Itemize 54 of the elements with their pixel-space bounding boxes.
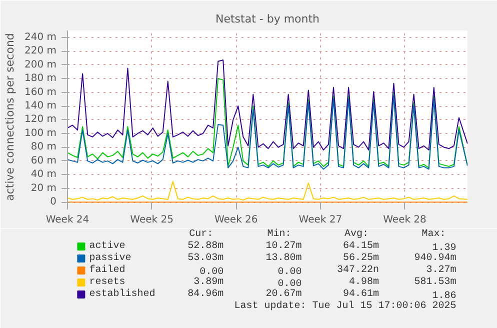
x-tick-label: Week 26 bbox=[214, 214, 258, 226]
y-tick-label: 40 m bbox=[30, 169, 57, 180]
legend-label: established bbox=[89, 288, 156, 300]
line-series bbox=[68, 181, 468, 201]
text: 94.61m bbox=[342, 289, 379, 300]
text: Max: bbox=[422, 229, 446, 240]
text: 10.27m bbox=[266, 241, 302, 252]
y-tick-label: 200 m bbox=[24, 59, 57, 70]
y-tick-label: 220 m bbox=[24, 46, 57, 57]
x-tick-label: Week 28 bbox=[383, 214, 426, 226]
text: 4.98m bbox=[348, 277, 379, 288]
line-series bbox=[68, 60, 468, 150]
x-tick-label: Week 27 bbox=[298, 214, 342, 226]
text: Avg: bbox=[344, 229, 369, 240]
line-series bbox=[68, 95, 468, 170]
y-tick-label: 120 m bbox=[24, 114, 57, 126]
text: 56.25m bbox=[342, 253, 379, 264]
y-tick-label: 80 m bbox=[30, 142, 57, 153]
text: 13.80m bbox=[266, 253, 302, 264]
text: 347.22n bbox=[336, 265, 379, 276]
text: Min: bbox=[267, 228, 292, 240]
text: 0.00 bbox=[278, 267, 302, 278]
legend-label: failed bbox=[89, 264, 126, 276]
legend-label: active bbox=[89, 240, 126, 252]
text: Last update: Tue Jul 15 17:00:06 2025 bbox=[234, 300, 456, 312]
text: 1.86 bbox=[432, 291, 456, 302]
text: 64.15m bbox=[342, 241, 379, 252]
y-tick-label: 0 bbox=[50, 196, 57, 208]
text: 0.00 bbox=[278, 279, 302, 290]
y-tick-label: 60 m bbox=[30, 155, 57, 166]
chart-title: Netstat - by month bbox=[215, 12, 320, 26]
x-tick-label: Week 25 bbox=[130, 214, 174, 226]
y-tick-label: 240 m bbox=[24, 32, 57, 43]
text: 3.89m bbox=[194, 277, 224, 288]
y-axis-title: active connections per second bbox=[3, 33, 16, 201]
text: 581.53m bbox=[414, 277, 456, 288]
text: 20.67m bbox=[266, 289, 302, 300]
y-tick-label: 20 m bbox=[30, 182, 57, 194]
text: Cur: bbox=[189, 229, 214, 240]
y-tick-label: 140 m bbox=[24, 100, 57, 112]
text: 53.03m bbox=[188, 253, 224, 264]
x-tick-label: Week 24 bbox=[46, 214, 90, 226]
y-tick-label: 180 m bbox=[24, 73, 57, 84]
legend-label: passive bbox=[89, 252, 132, 264]
legend-label: resets bbox=[89, 277, 126, 288]
text: 3.27m bbox=[426, 265, 456, 276]
text: 940.94m bbox=[414, 253, 456, 264]
y-tick-label: 100 m bbox=[24, 128, 57, 139]
text: 0.00 bbox=[200, 267, 224, 278]
text: 84.96m bbox=[188, 289, 224, 300]
text: 1.39 bbox=[432, 243, 456, 254]
y-tick-label: 160 m bbox=[24, 86, 57, 98]
line-series bbox=[68, 78, 468, 168]
text: 52.88m bbox=[188, 241, 224, 252]
